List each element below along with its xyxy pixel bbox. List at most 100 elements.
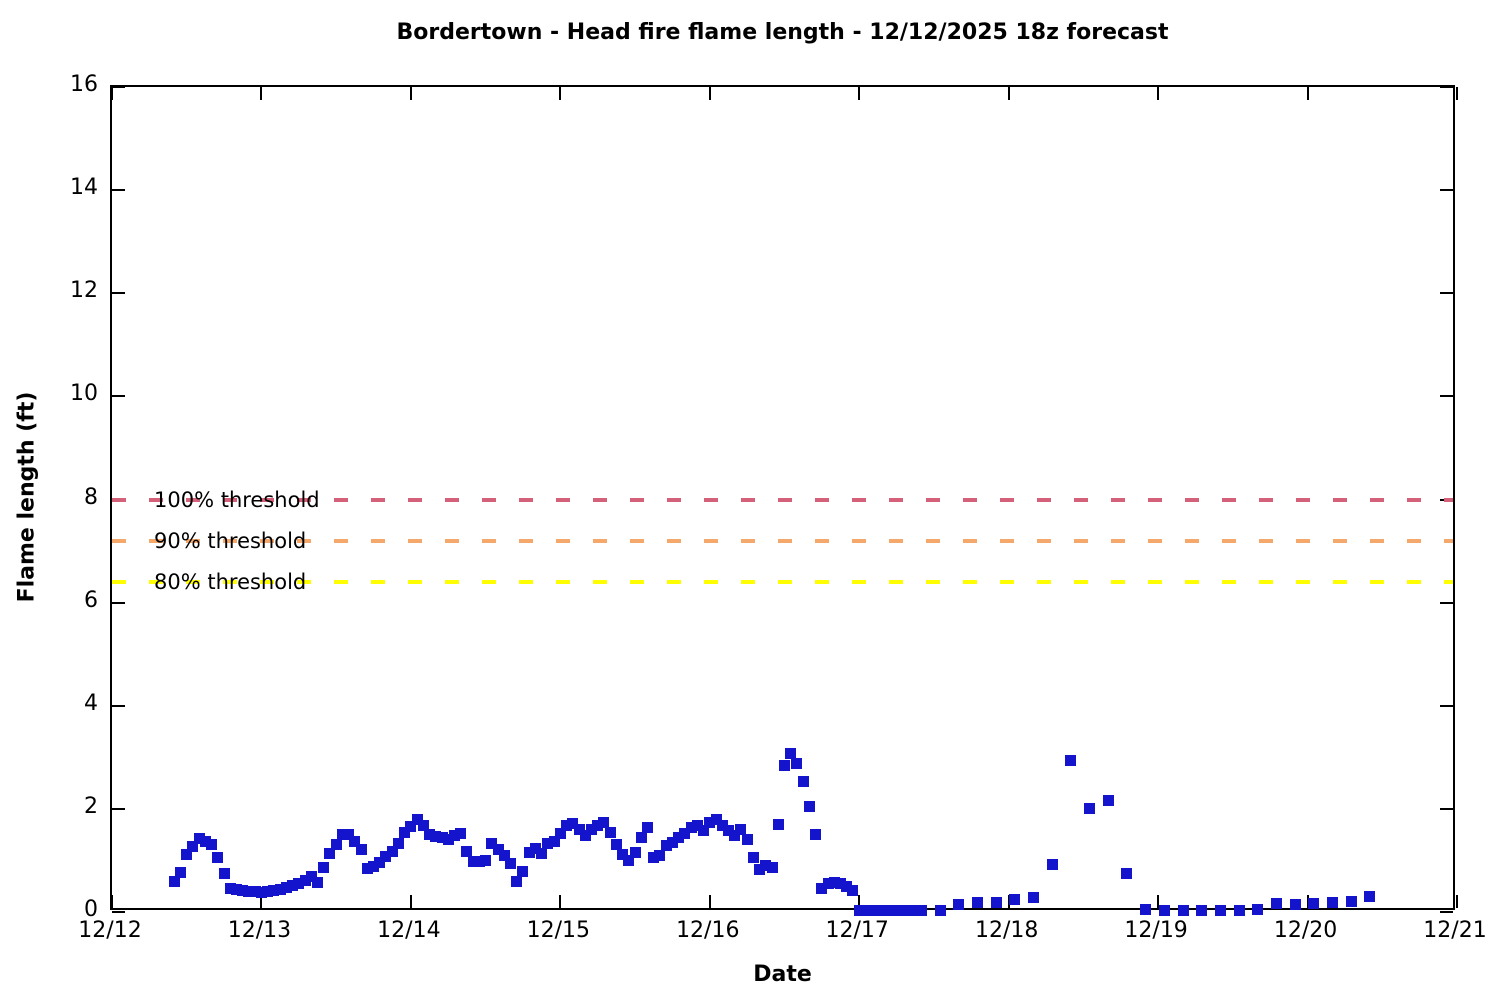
threshold-line (112, 580, 1453, 584)
data-point (766, 861, 778, 873)
data-point (1102, 795, 1114, 807)
data-point (293, 877, 305, 889)
data-point (224, 882, 236, 894)
x-tick (260, 895, 263, 908)
y-tick (112, 86, 125, 88)
x-tick-label: 12/15 (526, 918, 591, 943)
data-point (212, 852, 224, 864)
data-point (199, 835, 211, 847)
data-point (417, 820, 429, 832)
data-point (361, 863, 373, 875)
data-point (529, 843, 541, 855)
x-tick-label: 12/18 (974, 918, 1039, 943)
y-tick-label: 12 (70, 278, 98, 304)
data-point (891, 905, 903, 917)
data-point (287, 879, 299, 891)
data-point (866, 905, 878, 917)
data-point (181, 848, 193, 860)
y-tick (112, 911, 125, 913)
data-point (380, 850, 392, 862)
y-tick-label: 6 (84, 587, 98, 613)
data-point (318, 861, 330, 873)
y-tick (112, 601, 125, 604)
data-point (934, 905, 946, 917)
data-point (336, 829, 348, 841)
y-tick (112, 807, 125, 810)
data-point (218, 868, 230, 880)
x-tick-label: 12/16 (676, 918, 740, 943)
data-point (424, 829, 436, 841)
data-point (835, 878, 847, 890)
data-point (722, 825, 734, 837)
data-point (343, 828, 355, 840)
data-point (1065, 754, 1077, 766)
data-point (585, 824, 597, 835)
data-point (797, 776, 809, 788)
data-point (729, 830, 741, 842)
x-tick (708, 895, 711, 908)
x-tick-label: 12/19 (1124, 918, 1188, 943)
data-point (1177, 905, 1189, 917)
data-point (548, 836, 560, 848)
y-tick-label: 16 (70, 72, 98, 97)
y-tick (1440, 189, 1453, 192)
data-point (492, 844, 504, 856)
x-tick (111, 87, 113, 100)
data-point (847, 884, 859, 896)
data-point (392, 838, 404, 850)
data-point (305, 871, 317, 883)
data-point (810, 828, 822, 840)
data-point (280, 881, 292, 893)
data-point (231, 884, 243, 896)
data-point (554, 828, 566, 840)
data-point (704, 817, 716, 829)
data-point (859, 905, 871, 917)
data-point (374, 857, 386, 868)
data-point (679, 827, 691, 839)
data-point (511, 875, 523, 887)
data-point (237, 885, 249, 897)
data-point (648, 852, 660, 864)
threshold-label: 90% threshold (154, 528, 307, 553)
x-tick (1456, 87, 1458, 100)
x-tick (260, 87, 263, 100)
data-point (455, 828, 467, 840)
data-point (779, 759, 790, 771)
data-point (990, 897, 1002, 909)
data-point (592, 819, 604, 831)
data-point (486, 837, 498, 849)
x-tick (1306, 895, 1309, 908)
x-tick (1157, 87, 1160, 100)
y-tick (1440, 911, 1453, 913)
data-point (972, 896, 984, 908)
x-tick-label: 12/13 (227, 918, 292, 943)
y-tick (1440, 86, 1453, 88)
data-point (174, 866, 186, 878)
threshold-label: 80% threshold (154, 570, 307, 594)
threshold-line (112, 497, 1453, 502)
data-point (311, 876, 323, 888)
data-point (698, 824, 710, 836)
data-point (193, 832, 205, 844)
data-point (685, 821, 697, 833)
data-point (436, 831, 448, 843)
data-point (1364, 890, 1376, 902)
data-point (1308, 897, 1320, 909)
x-tick-label: 12/17 (825, 918, 889, 943)
data-point (480, 855, 492, 867)
data-point (498, 849, 510, 861)
data-point (386, 845, 398, 857)
plot-area: 100% threshold 90% threshold 80% threshold (110, 85, 1458, 917)
data-point (1345, 895, 1357, 907)
data-point (573, 824, 585, 835)
data-point (1233, 905, 1245, 917)
data-point (1196, 905, 1208, 917)
data-point (561, 820, 573, 832)
data-point (1140, 903, 1152, 915)
data-point (654, 850, 666, 862)
data-point (953, 899, 965, 911)
data-point (673, 831, 685, 843)
data-point (760, 860, 772, 872)
data-point (1158, 904, 1170, 916)
data-point (262, 886, 274, 898)
